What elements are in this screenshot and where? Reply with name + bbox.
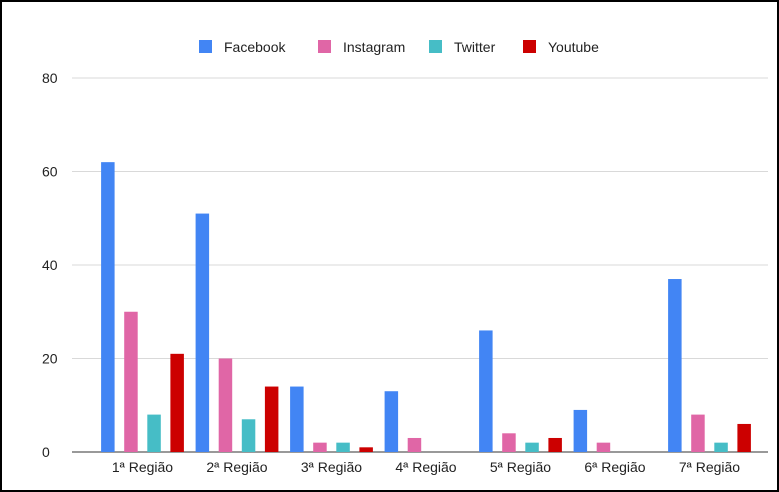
legend: Facebook Instagram Twitter Youtube	[199, 39, 599, 55]
bar-twitter-7-regiao	[714, 442, 728, 452]
y-tick-label-60: 60	[42, 164, 58, 180]
y-axis-ticks: 0 20 40 60 80	[42, 70, 58, 460]
legend-item-facebook: Facebook	[199, 39, 286, 55]
legend-swatch-facebook	[199, 40, 212, 53]
bar-twitter-5-regiao	[525, 442, 539, 452]
legend-label-instagram: Instagram	[343, 39, 405, 55]
bar-youtube-7-regiao	[737, 423, 751, 452]
x-tick-label-2-regiao: 2ª Região	[206, 459, 267, 475]
y-tick-label-20: 20	[42, 351, 58, 367]
x-tick-label-6-regiao: 6ª Região	[584, 459, 645, 475]
bar-facebook-6-regiao	[573, 409, 588, 452]
bar-twitter-1-regiao	[147, 414, 161, 452]
bar-youtube-5-regiao	[548, 437, 562, 452]
bars	[101, 162, 751, 452]
legend-item-twitter: Twitter	[429, 39, 496, 55]
legend-item-youtube: Youtube	[523, 39, 599, 55]
bar-instagram-2-regiao	[218, 358, 233, 452]
bar-facebook-7-regiao	[668, 279, 682, 452]
bar-instagram-4-regiao	[407, 437, 422, 452]
bar-facebook-4-regiao	[384, 391, 399, 452]
bar-youtube-2-regiao	[264, 386, 279, 452]
bar-instagram-7-regiao	[691, 414, 705, 452]
bar-facebook-3-regiao	[290, 386, 304, 452]
x-tick-label-7-regiao: 7ª Região	[679, 459, 740, 475]
y-tick-label-0: 0	[42, 444, 50, 460]
legend-swatch-instagram	[318, 40, 331, 53]
x-tick-label-3-regiao: 3ª Região	[301, 459, 362, 475]
legend-label-youtube: Youtube	[548, 39, 599, 55]
bar-youtube-1-regiao	[170, 353, 184, 452]
bar-twitter-2-regiao	[241, 419, 256, 452]
bar-instagram-1-regiao	[124, 311, 138, 452]
y-tick-label-40: 40	[42, 257, 58, 273]
legend-label-twitter: Twitter	[454, 39, 496, 55]
legend-label-facebook: Facebook	[224, 39, 286, 55]
y-tick-label-80: 80	[42, 70, 58, 86]
bar-instagram-3-regiao	[313, 442, 327, 452]
bar-instagram-5-regiao	[502, 433, 516, 452]
x-axis-ticks: 1ª Região 2ª Região 3ª Região 4ª Região 5ª R…	[112, 459, 740, 475]
bar-instagram-6-regiao	[596, 442, 611, 452]
legend-swatch-twitter	[429, 40, 442, 53]
x-tick-label-4-regiao: 4ª Região	[395, 459, 456, 475]
legend-item-instagram: Instagram	[318, 39, 405, 55]
bar-twitter-3-regiao	[336, 442, 350, 452]
gridlines	[72, 77, 768, 453]
bar-facebook-1-regiao	[101, 162, 115, 452]
x-tick-label-5-regiao: 5ª Região	[490, 459, 551, 475]
bar-facebook-2-regiao	[195, 213, 210, 452]
legend-swatch-youtube	[523, 40, 536, 53]
bar-facebook-5-regiao	[479, 330, 493, 452]
bar-youtube-3-regiao	[359, 447, 373, 452]
x-tick-label-1-regiao: 1ª Região	[112, 459, 173, 475]
